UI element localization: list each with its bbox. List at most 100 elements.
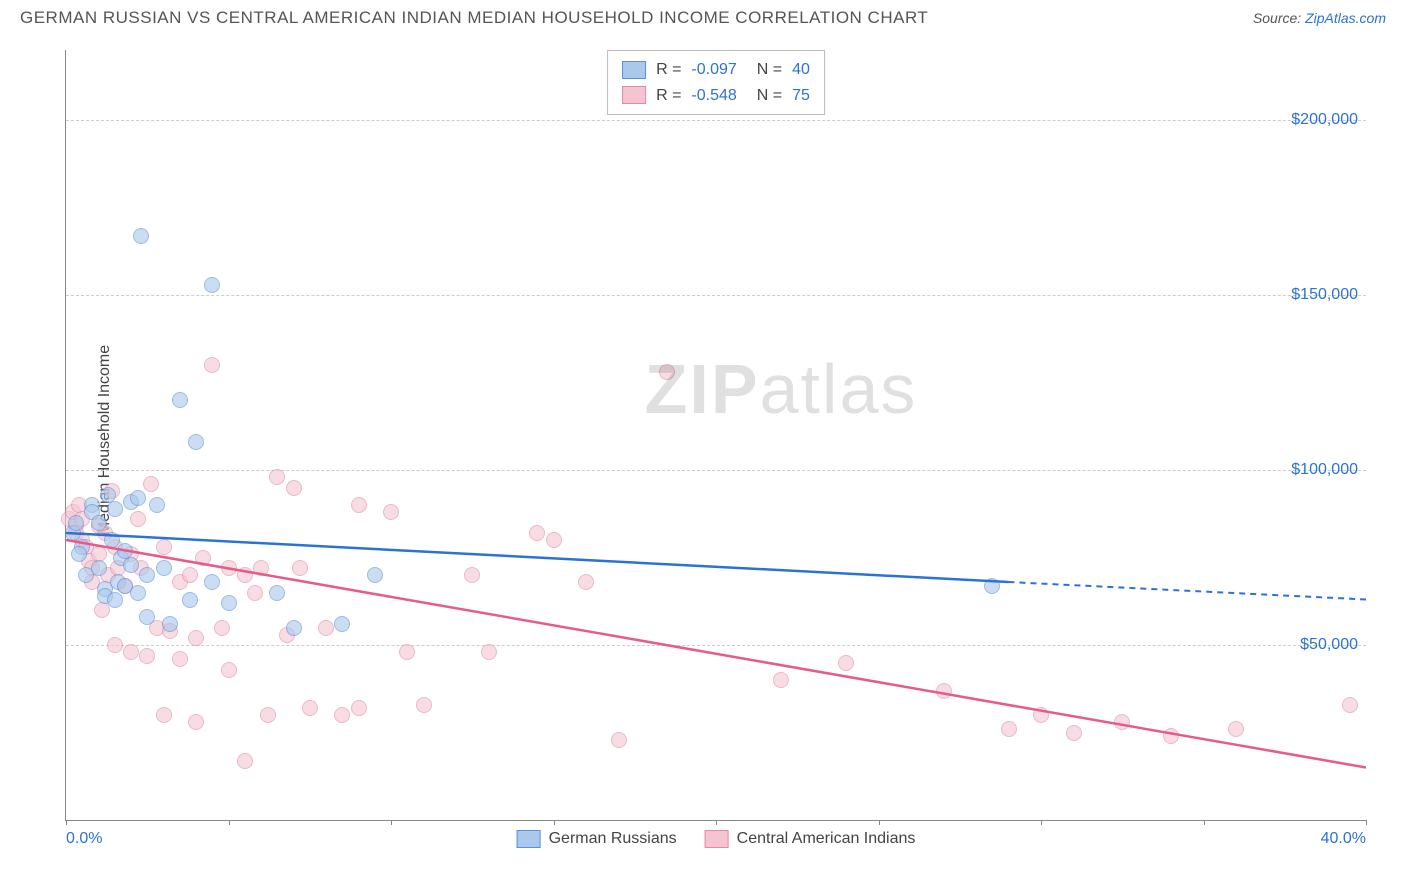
scatter-point (149, 497, 165, 513)
y-tick-label: $100,000 (1291, 461, 1358, 479)
scatter-point (107, 592, 123, 608)
scatter-point (334, 707, 350, 723)
source-attribution: Source: ZipAtlas.com (1253, 10, 1386, 26)
stat-n-value: 40 (792, 57, 810, 83)
scatter-point (139, 567, 155, 583)
scatter-point (237, 567, 253, 583)
x-tick (716, 820, 717, 825)
trend-lines (66, 50, 1366, 820)
scatter-point (94, 602, 110, 618)
stat-n-value: 75 (792, 83, 810, 109)
y-tick-label: $50,000 (1300, 636, 1358, 654)
scatter-point (546, 532, 562, 548)
scatter-point (367, 567, 383, 583)
stat-r-value: -0.548 (691, 83, 736, 109)
legend-swatch (622, 61, 646, 79)
scatter-point (1001, 721, 1017, 737)
scatter-point (221, 595, 237, 611)
scatter-point (269, 469, 285, 485)
trend-line-dashed (1009, 582, 1367, 600)
scatter-point (351, 497, 367, 513)
scatter-point (204, 357, 220, 373)
stat-n-label: N = (757, 57, 782, 83)
stat-n-label: N = (757, 83, 782, 109)
scatter-point (130, 511, 146, 527)
scatter-point (107, 637, 123, 653)
scatter-point (529, 525, 545, 541)
scatter-point (188, 630, 204, 646)
scatter-point (286, 480, 302, 496)
stat-row: R = -0.548 N = 75 (622, 83, 810, 109)
x-tick (66, 820, 67, 825)
stat-r-label: R = (656, 83, 681, 109)
gridline-h (66, 120, 1366, 121)
scatter-point (399, 644, 415, 660)
stat-r-value: -0.097 (691, 57, 736, 83)
x-tick (229, 820, 230, 825)
scatter-point (1114, 714, 1130, 730)
x-tick (1366, 820, 1367, 825)
scatter-point (123, 557, 139, 573)
x-tick (391, 820, 392, 825)
watermark: ZIPatlas (645, 349, 918, 429)
scatter-point (123, 644, 139, 660)
scatter-point (464, 567, 480, 583)
legend-item: Central American Indians (705, 830, 916, 848)
scatter-point (172, 651, 188, 667)
scatter-point (578, 574, 594, 590)
scatter-point (286, 620, 302, 636)
scatter-point (253, 560, 269, 576)
y-tick-label: $150,000 (1291, 286, 1358, 304)
plot-area: ZIPatlas R =-0.097N =40R =-0.548N =75 0.… (65, 50, 1366, 821)
scatter-point (1228, 721, 1244, 737)
stat-row: R = -0.097 N = 40 (622, 57, 810, 83)
scatter-point (1066, 725, 1082, 741)
chart-title: GERMAN RUSSIAN VS CENTRAL AMERICAN INDIA… (20, 8, 928, 28)
scatter-point (416, 697, 432, 713)
x-tick (554, 820, 555, 825)
x-tick (1204, 820, 1205, 825)
scatter-point (1033, 707, 1049, 723)
scatter-point (302, 700, 318, 716)
scatter-point (237, 753, 253, 769)
scatter-point (318, 620, 334, 636)
x-axis-max-label: 40.0% (1321, 830, 1366, 848)
scatter-point (139, 609, 155, 625)
scatter-point (351, 700, 367, 716)
scatter-point (383, 504, 399, 520)
scatter-point (156, 560, 172, 576)
scatter-point (221, 560, 237, 576)
scatter-point (221, 662, 237, 678)
scatter-point (838, 655, 854, 671)
scatter-point (91, 515, 107, 531)
scatter-point (172, 392, 188, 408)
stats-legend-box: R = -0.097 N = 40 R = -0.548 N = 75 (607, 50, 825, 115)
scatter-point (773, 672, 789, 688)
legend-swatch (517, 830, 541, 848)
scatter-point (247, 585, 263, 601)
scatter-point (188, 714, 204, 730)
scatter-point (162, 616, 178, 632)
scatter-point (130, 490, 146, 506)
scatter-point (214, 620, 230, 636)
legend-swatch (705, 830, 729, 848)
scatter-point (139, 648, 155, 664)
legend-label: Central American Indians (737, 830, 916, 848)
legend-item: German Russians (517, 830, 677, 848)
scatter-point (292, 560, 308, 576)
scatter-point (188, 434, 204, 450)
scatter-point (936, 683, 952, 699)
gridline-h (66, 470, 1366, 471)
scatter-point (133, 228, 149, 244)
scatter-point (143, 476, 159, 492)
gridline-h (66, 645, 1366, 646)
scatter-point (1342, 697, 1358, 713)
scatter-point (1163, 728, 1179, 744)
stat-r-label: R = (656, 57, 681, 83)
scatter-point (611, 732, 627, 748)
chart-container: Median Household Income ZIPatlas R =-0.0… (20, 40, 1386, 840)
scatter-point (659, 364, 675, 380)
source-link[interactable]: ZipAtlas.com (1305, 10, 1386, 26)
scatter-point (260, 707, 276, 723)
scatter-point (204, 277, 220, 293)
